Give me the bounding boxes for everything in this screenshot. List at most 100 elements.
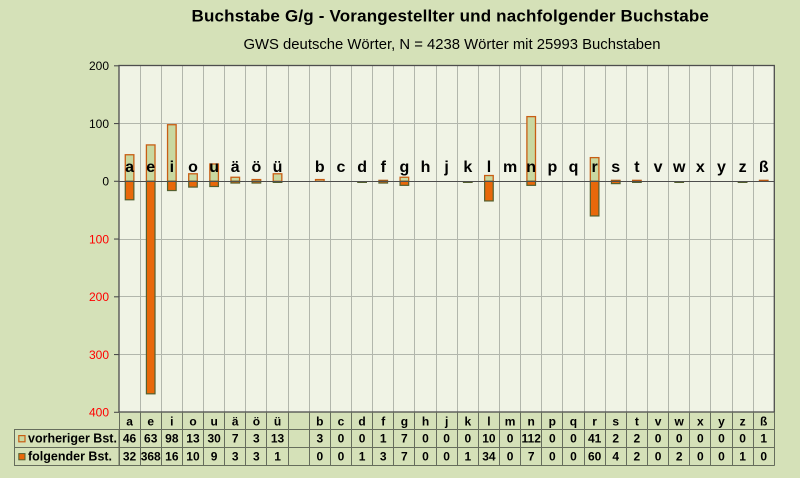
svg-text:c: c	[338, 415, 345, 429]
svg-text:112: 112	[522, 432, 542, 446]
svg-text:0: 0	[718, 432, 725, 446]
svg-text:w: w	[674, 415, 685, 429]
svg-text:y: y	[717, 159, 726, 176]
svg-text:1: 1	[359, 450, 366, 464]
svg-text:0: 0	[102, 175, 109, 189]
svg-text:0: 0	[359, 432, 366, 446]
svg-text:ü: ü	[274, 415, 281, 429]
svg-text:ö: ö	[253, 415, 260, 429]
svg-text:b: b	[315, 159, 325, 176]
svg-text:y: y	[718, 415, 725, 429]
svg-text:v: v	[655, 415, 662, 429]
svg-text:13: 13	[186, 432, 200, 446]
svg-text:41: 41	[588, 432, 602, 446]
svg-text:f: f	[381, 159, 387, 176]
svg-text:0: 0	[464, 432, 471, 446]
svg-text:d: d	[357, 159, 367, 176]
svg-text:b: b	[316, 415, 323, 429]
svg-text:ß: ß	[759, 159, 769, 176]
svg-text:ß: ß	[760, 415, 767, 429]
svg-text:0: 0	[570, 432, 577, 446]
svg-text:34: 34	[482, 450, 496, 464]
svg-text:0: 0	[739, 432, 746, 446]
svg-text:z: z	[739, 159, 747, 176]
svg-text:t: t	[634, 159, 640, 176]
svg-text:g: g	[399, 159, 409, 176]
svg-text:7: 7	[528, 450, 535, 464]
svg-text:10: 10	[186, 450, 200, 464]
svg-text:10: 10	[482, 432, 496, 446]
svg-text:0: 0	[507, 450, 514, 464]
svg-text:u: u	[209, 159, 219, 176]
svg-text:o: o	[189, 415, 196, 429]
svg-text:x: x	[697, 415, 704, 429]
svg-text:0: 0	[422, 450, 429, 464]
svg-text:2: 2	[676, 450, 683, 464]
svg-text:t: t	[635, 415, 639, 429]
svg-text:z: z	[740, 415, 746, 429]
svg-text:3: 3	[232, 450, 239, 464]
svg-text:2: 2	[634, 432, 641, 446]
svg-text:0: 0	[718, 450, 725, 464]
svg-text:4: 4	[612, 450, 619, 464]
svg-text:o: o	[188, 159, 198, 176]
svg-text:1: 1	[380, 432, 387, 446]
svg-text:0: 0	[676, 432, 683, 446]
svg-text:c: c	[337, 159, 346, 176]
svg-text:16: 16	[165, 450, 179, 464]
svg-text:Buchstabe G/g - Vorangestellte: Buchstabe G/g - Vorangestellter und nach…	[192, 6, 710, 25]
svg-text:r: r	[592, 415, 597, 429]
svg-text:1: 1	[464, 450, 471, 464]
svg-text:0: 0	[316, 450, 323, 464]
svg-text:300: 300	[89, 348, 109, 362]
svg-text:0: 0	[422, 432, 429, 446]
svg-text:200: 200	[89, 59, 109, 73]
svg-text:1: 1	[739, 450, 746, 464]
svg-text:i: i	[170, 415, 173, 429]
svg-text:folgender Bst.: folgender Bst.	[28, 449, 112, 463]
svg-text:63: 63	[144, 432, 158, 446]
svg-text:3: 3	[253, 432, 260, 446]
svg-text:0: 0	[443, 432, 450, 446]
svg-text:3: 3	[380, 450, 387, 464]
svg-text:u: u	[210, 415, 217, 429]
svg-text:n: n	[526, 159, 536, 176]
svg-text:2: 2	[634, 450, 641, 464]
svg-text:m: m	[503, 159, 517, 176]
svg-text:60: 60	[588, 450, 602, 464]
svg-text:0: 0	[549, 450, 556, 464]
svg-text:v: v	[654, 159, 663, 176]
svg-text:f: f	[381, 415, 386, 429]
svg-text:j: j	[443, 159, 448, 176]
svg-text:h: h	[422, 415, 429, 429]
svg-text:x: x	[696, 159, 705, 176]
svg-text:368: 368	[141, 450, 161, 464]
svg-text:a: a	[125, 159, 134, 176]
svg-text:e: e	[146, 159, 155, 176]
svg-text:ö: ö	[252, 159, 262, 176]
svg-text:46: 46	[123, 432, 137, 446]
svg-text:h: h	[421, 159, 431, 176]
svg-text:l: l	[487, 415, 490, 429]
svg-text:0: 0	[338, 450, 345, 464]
svg-text:0: 0	[443, 450, 450, 464]
svg-text:0: 0	[507, 432, 514, 446]
svg-text:3: 3	[316, 432, 323, 446]
svg-text:100: 100	[89, 232, 109, 246]
svg-text:200: 200	[89, 290, 109, 304]
svg-text:ä: ä	[231, 159, 240, 176]
svg-text:100: 100	[89, 117, 109, 131]
svg-text:0: 0	[549, 432, 556, 446]
svg-text:1: 1	[274, 450, 281, 464]
svg-text:d: d	[358, 415, 365, 429]
svg-text:p: p	[549, 415, 556, 429]
svg-text:0: 0	[338, 432, 345, 446]
svg-text:q: q	[570, 415, 577, 429]
svg-text:ä: ä	[232, 415, 239, 429]
svg-text:3: 3	[253, 450, 260, 464]
svg-text:g: g	[401, 415, 408, 429]
svg-text:m: m	[505, 415, 516, 429]
svg-text:7: 7	[232, 432, 239, 446]
svg-text:0: 0	[697, 450, 704, 464]
svg-text:0: 0	[570, 450, 577, 464]
